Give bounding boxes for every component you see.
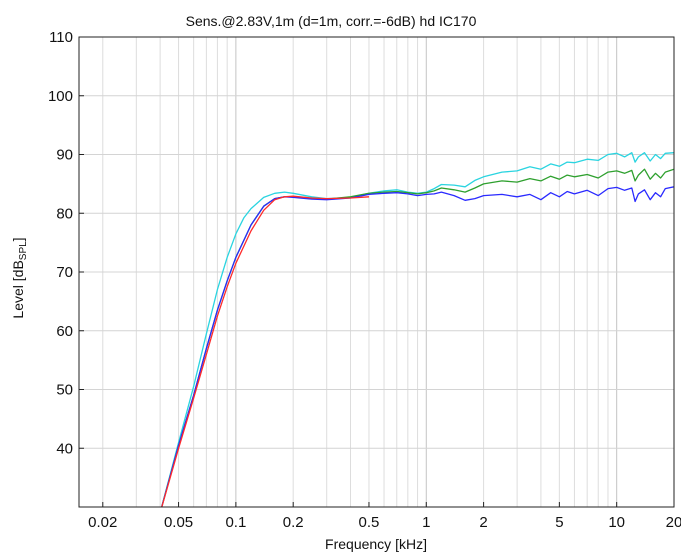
- y-tick-label: 110: [49, 29, 73, 46]
- x-tick-label: 0.05: [164, 514, 193, 531]
- y-axis-label: Level [dBSPL]: [10, 237, 29, 318]
- series-line-4: [160, 152, 674, 507]
- x-tick-label: 20: [666, 514, 681, 531]
- y-tick-label: 60: [56, 323, 73, 340]
- y-axis-ticks: 40 50 60 70 80 90 100 110: [48, 29, 84, 457]
- x-axis-label: Frequency [kHz]: [325, 536, 427, 552]
- data-series: [160, 152, 674, 507]
- grid-lines: [79, 37, 674, 507]
- y-tick-label: 100: [48, 88, 73, 105]
- y-tick-label: 90: [56, 147, 73, 164]
- x-tick-label: 0.02: [88, 514, 117, 531]
- series-line-1: [161, 195, 370, 507]
- x-tick-label: 0.2: [283, 514, 304, 531]
- y-tick-label: 40: [56, 440, 73, 457]
- x-tick-label: 0.5: [359, 514, 380, 531]
- y-tick-label: 80: [56, 205, 73, 222]
- x-tick-label: 10: [608, 514, 625, 531]
- y-axis-label-main: Level [dB: [10, 260, 26, 318]
- series-line-2: [161, 186, 674, 507]
- y-axis-label-subscript: SPL: [18, 241, 29, 260]
- chart-title: Sens.@2.83V,1m (d=1m, corr.=-6dB) hd IC1…: [186, 13, 477, 29]
- x-tick-label: 5: [555, 514, 563, 531]
- y-tick-label: 70: [56, 264, 73, 281]
- x-tick-label: 0.1: [225, 514, 246, 531]
- x-axis-ticks: 0.02 0.05 0.1 0.2 0.5 1 2 5 10 20: [88, 502, 681, 531]
- x-tick-label: 2: [479, 514, 487, 531]
- y-tick-label: 50: [56, 382, 73, 399]
- x-tick-label: 1: [422, 514, 430, 531]
- y-axis-label-close: ]: [10, 237, 26, 241]
